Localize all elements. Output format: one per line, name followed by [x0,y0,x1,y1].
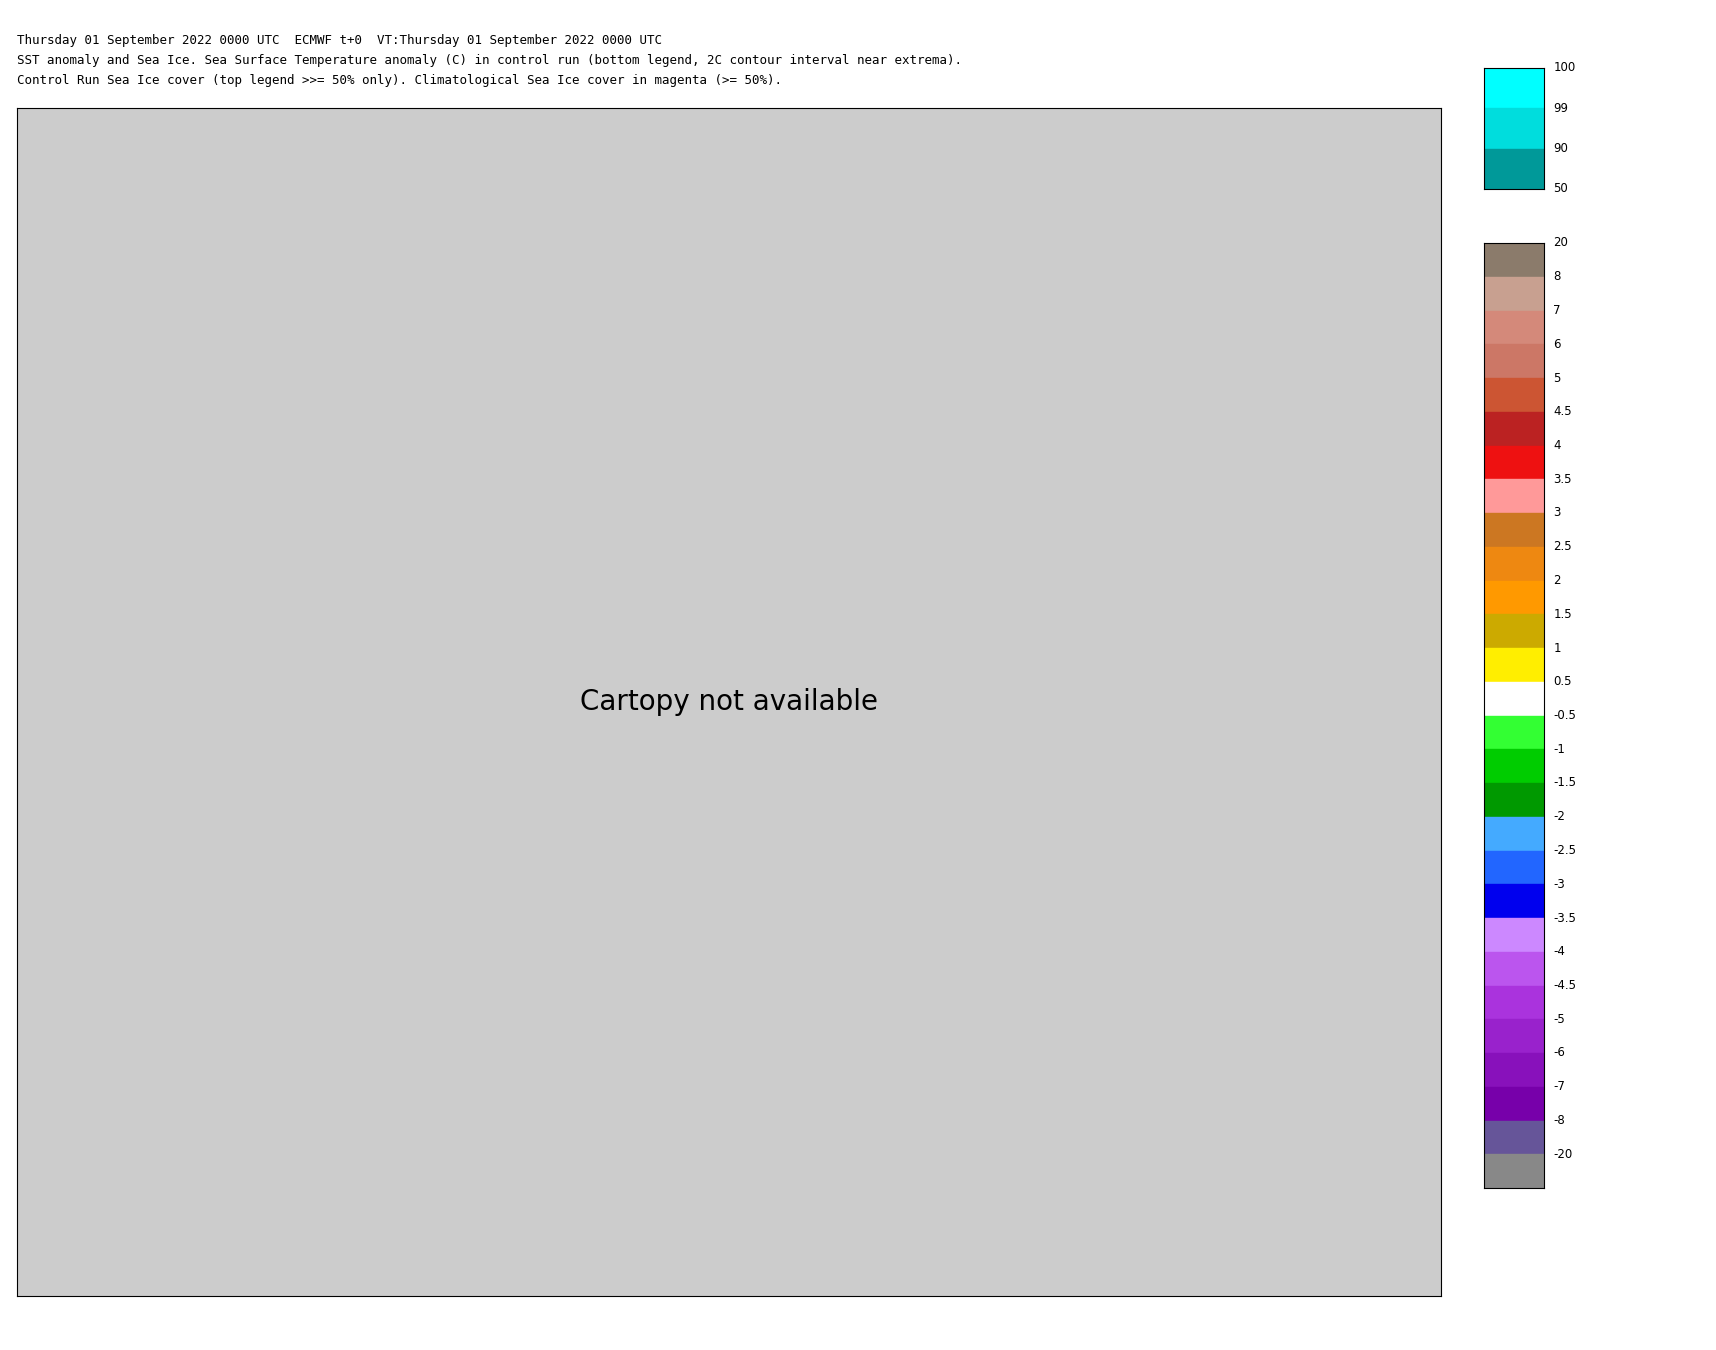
Text: Control Run Sea Ice cover (top legend >>= 50% only). Climatological Sea Ice cove: Control Run Sea Ice cover (top legend >>… [17,74,782,88]
Text: 2: 2 [1553,574,1562,587]
Text: 2.5: 2.5 [1553,540,1572,553]
Bar [1484,1154,1544,1188]
Bar [1484,749,1544,783]
Bar [1484,68,1544,108]
Text: 5: 5 [1553,371,1562,385]
Text: 0.5: 0.5 [1553,675,1572,688]
Bar [1484,344,1544,378]
Bar [1484,918,1544,952]
Bar [1484,412,1544,446]
Bar [1484,378,1544,412]
Text: 1.5: 1.5 [1553,608,1572,621]
Text: Thursday 01 September 2022 0000 UTC  ECMWF t+0  VT:Thursday 01 September 2022 00: Thursday 01 September 2022 0000 UTC ECMW… [17,34,662,47]
Bar [1484,513,1544,547]
Bar [1484,1053,1544,1087]
Bar [1484,1019,1544,1053]
Bar [1484,479,1544,513]
Text: 50: 50 [1553,182,1568,196]
Text: 99: 99 [1553,101,1568,115]
Text: 20: 20 [1553,236,1568,250]
Text: 100: 100 [1553,61,1575,74]
Text: -1.5: -1.5 [1553,776,1577,790]
Text: -3.5: -3.5 [1553,911,1577,925]
Text: 3: 3 [1553,506,1562,520]
Text: 1: 1 [1553,641,1562,655]
Bar [1484,952,1544,986]
Text: -5: -5 [1553,1012,1565,1026]
Text: 4: 4 [1553,439,1562,452]
Bar [1484,277,1544,310]
Bar [1484,108,1544,148]
Text: -7: -7 [1553,1080,1565,1094]
Bar [1484,850,1544,884]
Text: -6: -6 [1553,1046,1565,1060]
Text: -3: -3 [1553,878,1565,891]
Text: -4.5: -4.5 [1553,979,1577,992]
Bar [1484,648,1544,682]
Bar [1484,817,1544,850]
Bar [1484,716,1544,749]
Bar [1484,446,1544,479]
Text: 7: 7 [1553,304,1562,317]
Bar [1484,547,1544,580]
Bar [1484,783,1544,817]
Text: -2: -2 [1553,810,1565,824]
Text: -20: -20 [1553,1148,1572,1161]
Bar [1484,682,1544,716]
Text: -8: -8 [1553,1114,1565,1127]
Bar [1484,580,1544,614]
Bar [1484,148,1544,189]
Text: -1: -1 [1553,743,1565,756]
Text: -0.5: -0.5 [1553,709,1577,722]
Text: 3.5: 3.5 [1553,472,1572,486]
Text: 8: 8 [1553,270,1562,284]
Bar [1484,243,1544,277]
Bar [1484,884,1544,918]
Text: -2.5: -2.5 [1553,844,1577,857]
Bar [1484,310,1544,344]
Text: 90: 90 [1553,142,1568,155]
Bar [1484,614,1544,648]
Text: 4.5: 4.5 [1553,405,1572,418]
Bar [1484,1087,1544,1120]
Text: SST anomaly and Sea Ice. Sea Surface Temperature anomaly (C) in control run (bot: SST anomaly and Sea Ice. Sea Surface Tem… [17,54,963,68]
Text: Cartopy not available: Cartopy not available [580,688,879,716]
Bar [1484,986,1544,1019]
Text: -4: -4 [1553,945,1565,958]
Bar [1484,1120,1544,1154]
Text: 6: 6 [1553,338,1562,351]
